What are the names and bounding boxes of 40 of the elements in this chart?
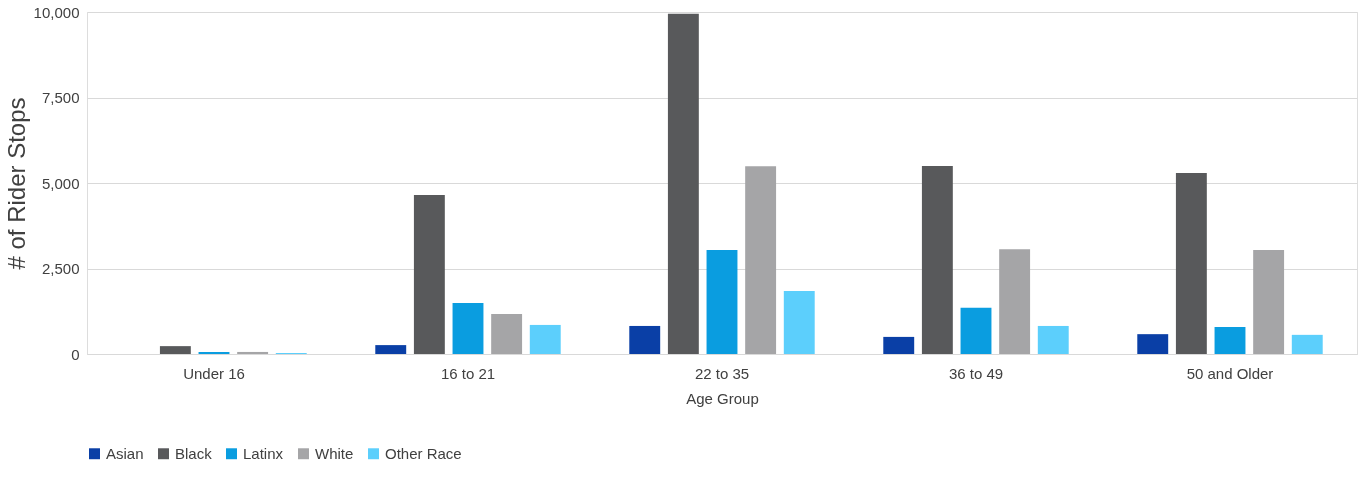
bar [1214, 326, 1246, 354]
x-tick-label: 16 to 21 [440, 364, 496, 382]
y-tick-label: 5,000 [41, 174, 80, 192]
bar [1175, 173, 1207, 354]
x-axis-title: Age Group [686, 389, 759, 407]
bar [1137, 334, 1169, 354]
y-axis-title: # of Rider Stops [2, 97, 30, 270]
bar [960, 307, 992, 354]
y-tick-label: 10,000 [33, 3, 80, 21]
legend-label: Other Race [385, 444, 462, 462]
bar [1253, 250, 1285, 354]
x-tick-label: 50 and Older [1186, 364, 1274, 382]
x-tick-label: Under 16 [183, 364, 245, 382]
legend-label: White [315, 444, 354, 462]
y-tick-label: 2,500 [41, 260, 80, 277]
bar [159, 346, 191, 354]
bar [629, 325, 661, 354]
x-tick-label: 22 to 35 [694, 364, 750, 382]
legend-label: Latinx [243, 444, 284, 462]
bar [883, 336, 915, 354]
bar [1291, 334, 1323, 354]
bar [198, 351, 230, 354]
legend-label: Asian [106, 444, 144, 462]
bar [1037, 325, 1069, 354]
bar [667, 13, 699, 354]
y-tick-label: 0 [71, 345, 80, 363]
bar [745, 166, 777, 354]
bar [529, 324, 561, 354]
x-tick-label: 36 to 49 [948, 364, 1004, 382]
bar [999, 249, 1031, 354]
bar [783, 291, 815, 354]
bar [706, 250, 738, 354]
bar [413, 194, 445, 354]
bar [237, 351, 269, 354]
y-tick-label: 7,500 [41, 89, 80, 106]
bar [491, 313, 523, 354]
bar [375, 345, 407, 354]
bar [921, 165, 953, 354]
legend-label: Black [175, 444, 213, 462]
bar [452, 303, 484, 354]
